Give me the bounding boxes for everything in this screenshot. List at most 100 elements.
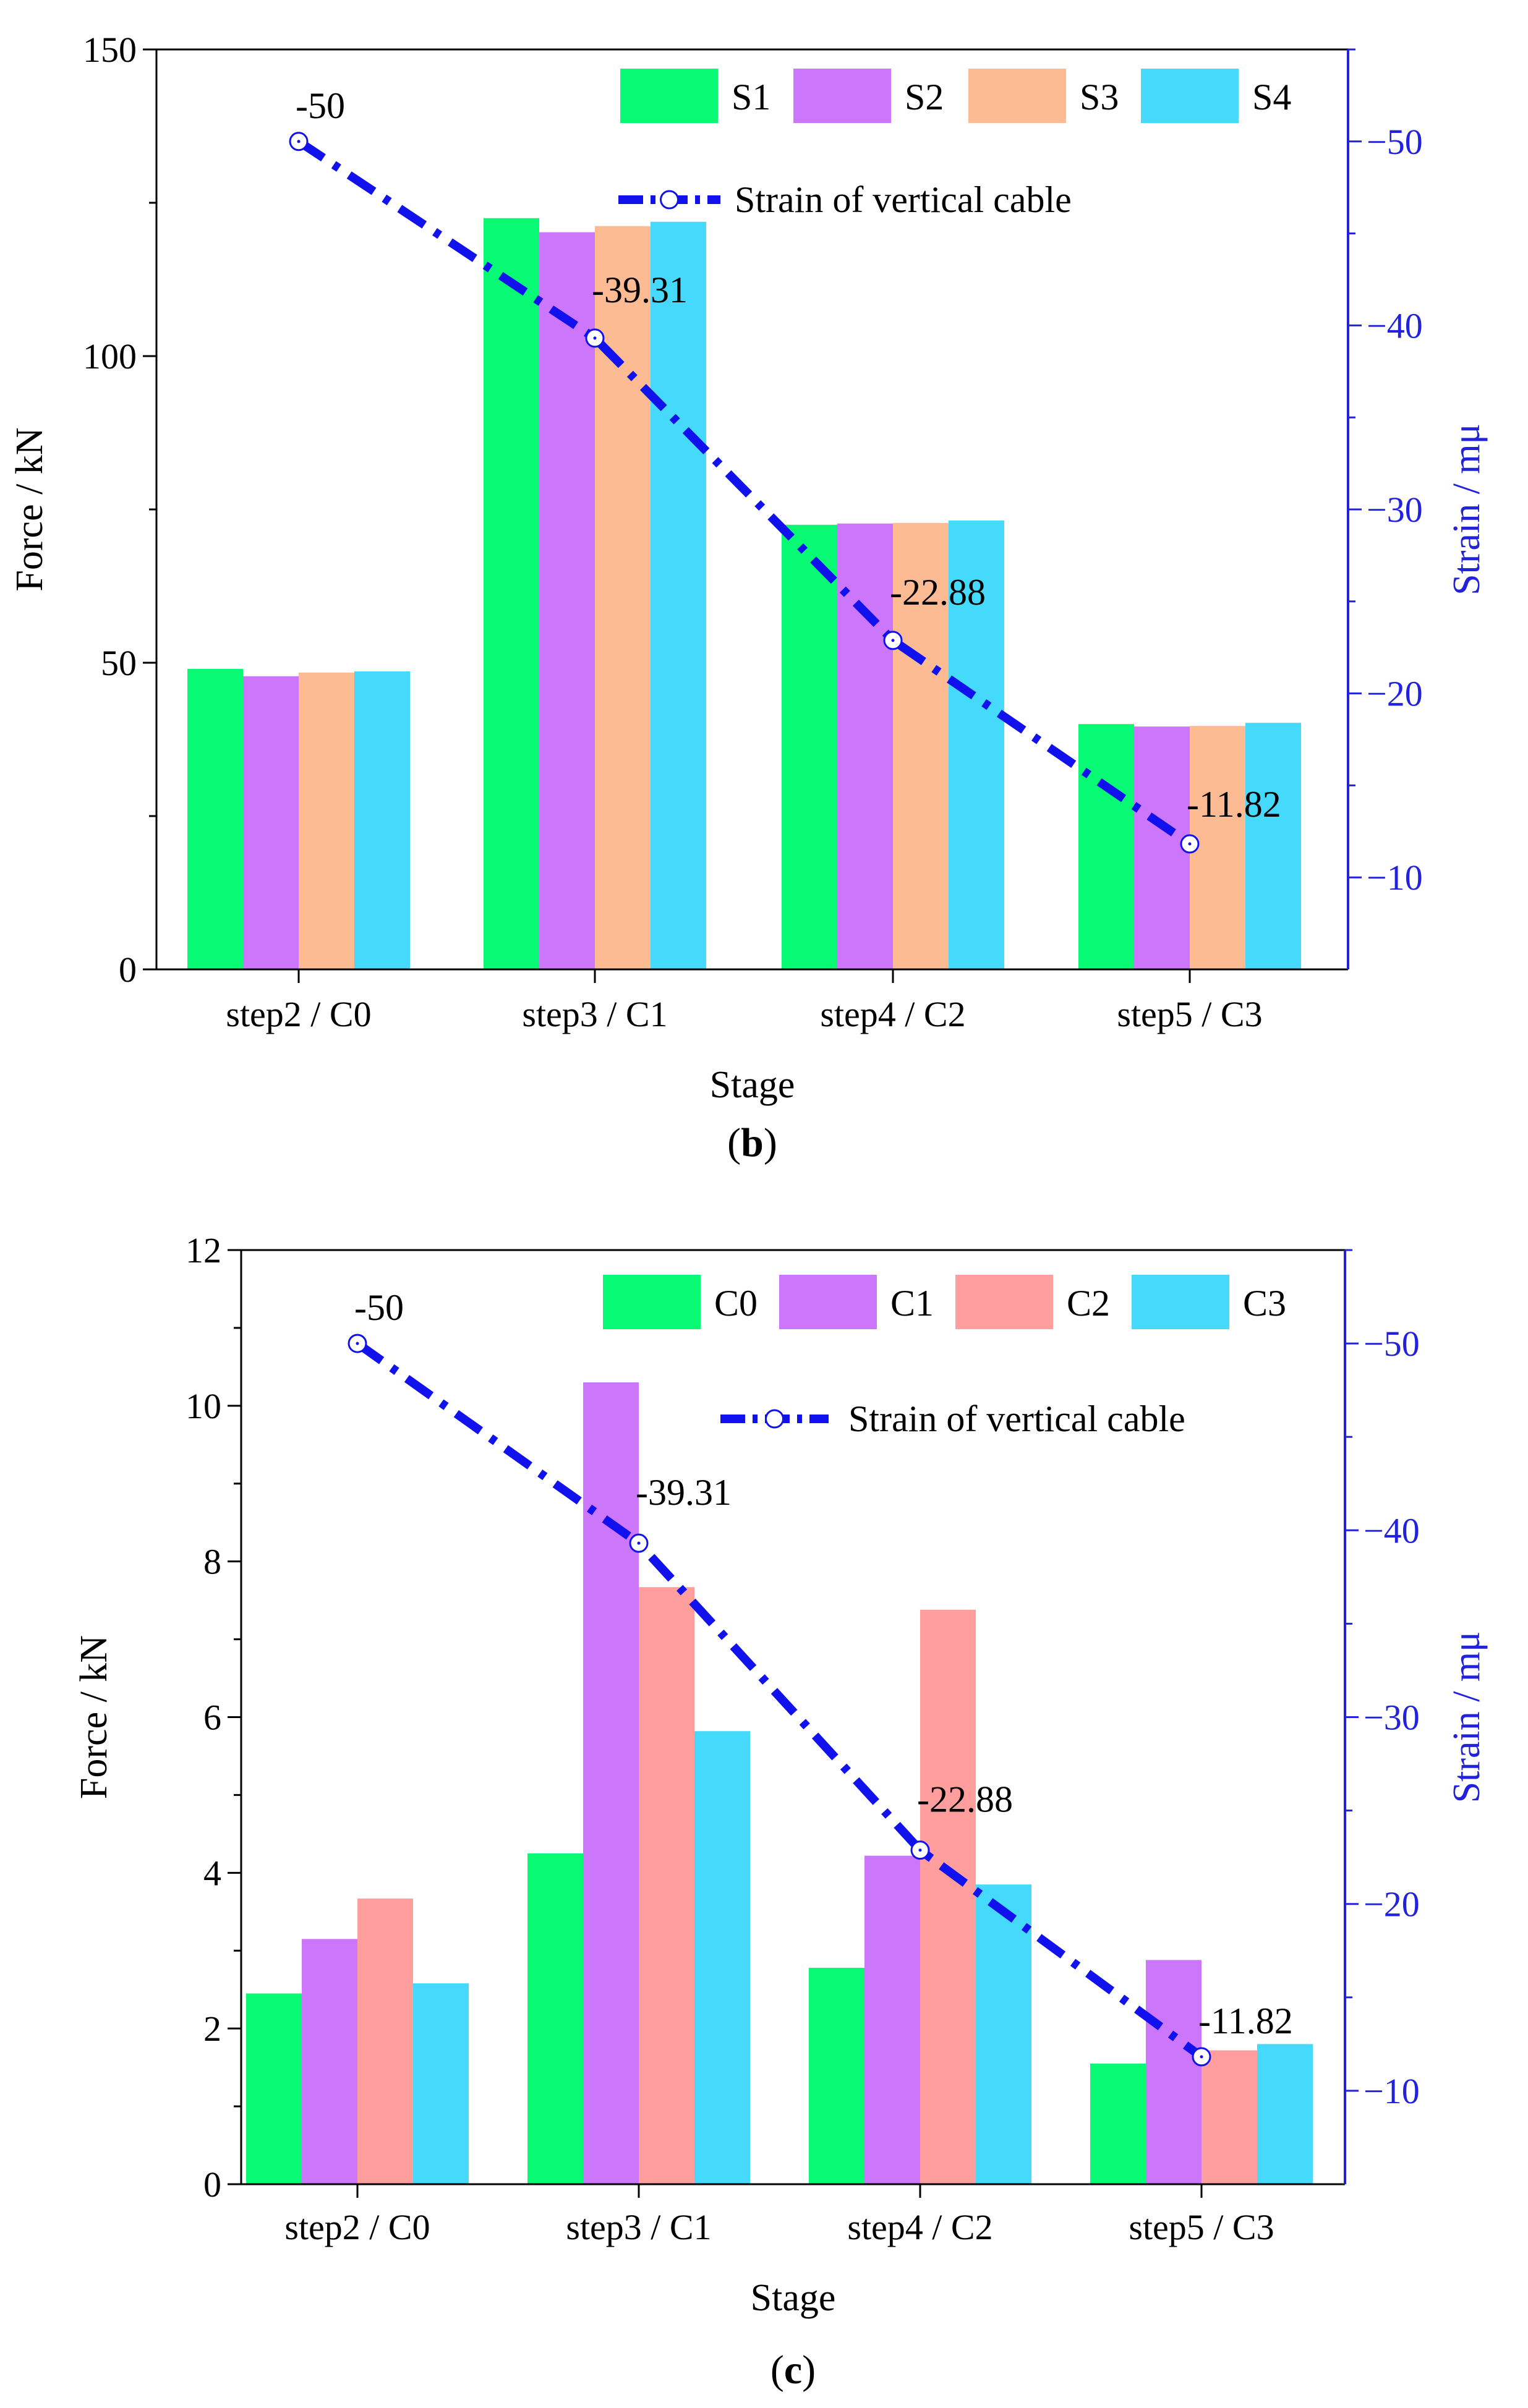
strain-marker-dot bbox=[918, 1849, 922, 1852]
panel-label-open: ( bbox=[727, 1120, 741, 1165]
left-tick-label: 0 bbox=[203, 2164, 221, 2205]
strain-marker-dot bbox=[297, 140, 301, 143]
chart-panel-b: 0 50 100 150 −10 −20 −30 −40 −50 step2 / C0 step3 … bbox=[9, 30, 1488, 1165]
legend-label-c1: C1 bbox=[890, 1283, 934, 1324]
x-tick-label: step2 / C0 bbox=[284, 2207, 430, 2247]
legend-swatch-c3 bbox=[1132, 1275, 1229, 1329]
legend-swatch-s1 bbox=[620, 69, 718, 123]
strain-data-label: -50 bbox=[354, 1287, 404, 1328]
panel-label: (c) bbox=[770, 2347, 816, 2393]
legend-label-s3: S3 bbox=[1080, 77, 1119, 117]
right-tick-label: −40 bbox=[1367, 305, 1423, 346]
strain-data-label: -39.31 bbox=[592, 270, 688, 310]
bar-c0-1 bbox=[246, 1993, 302, 2184]
bar-s3-3 bbox=[893, 522, 949, 969]
strain-line bbox=[354, 1340, 1205, 2061]
left-tick-label: 10 bbox=[186, 1386, 221, 1426]
legend-label-c0: C0 bbox=[714, 1283, 758, 1324]
chart-panel-c: 0 2 4 6 8 10 12 −10 −20 −30 −40 −50 step2 / C0 step3 … bbox=[73, 1230, 1488, 2393]
bar-group bbox=[246, 1382, 1313, 2184]
left-tick-label: 8 bbox=[203, 1542, 221, 1582]
strain-marker-dot bbox=[1200, 2055, 1203, 2059]
right-tick-label: −20 bbox=[1367, 674, 1423, 714]
bar-c3-3 bbox=[976, 1884, 1031, 2184]
strain-data-label: -39.31 bbox=[636, 1472, 732, 1513]
y-axis-title: Force / kN bbox=[73, 1635, 115, 1799]
y-axis-title: Force / kN bbox=[9, 427, 51, 591]
legend-swatch-s2 bbox=[793, 69, 891, 123]
right-tick-label: −10 bbox=[1367, 857, 1423, 898]
bar-s1-3 bbox=[782, 524, 837, 969]
bar-s4-3 bbox=[949, 520, 1004, 969]
bar-c1-4 bbox=[1146, 1960, 1201, 2184]
legend-swatch-s4 bbox=[1141, 69, 1239, 123]
right-tick-label: −20 bbox=[1364, 1884, 1420, 1925]
bar-group bbox=[187, 218, 1301, 970]
legend-swatch-c0 bbox=[603, 1275, 701, 1329]
panel-label: (b) bbox=[727, 1120, 777, 1165]
bar-c1-3 bbox=[864, 1855, 920, 2184]
bar-s2-4 bbox=[1134, 726, 1190, 969]
legend-line-marker bbox=[660, 190, 679, 210]
legend-line-marker bbox=[765, 1409, 784, 1429]
x-tick-label: step3 / C1 bbox=[566, 2207, 711, 2247]
legend: C0 C1 C2 C3 Strain of vertical cable bbox=[603, 1275, 1286, 1439]
legend-label-c2: C2 bbox=[1067, 1283, 1110, 1324]
legend-label-strain: Strain of vertical cable bbox=[735, 179, 1072, 220]
legend-label-s4: S4 bbox=[1252, 77, 1291, 117]
bar-s3-4 bbox=[1190, 726, 1245, 969]
legend-label-s1: S1 bbox=[732, 77, 770, 117]
x-tick-label: step5 / C3 bbox=[1129, 2207, 1274, 2247]
strain-data-label: -22.88 bbox=[917, 1779, 1013, 1820]
bar-c2-1 bbox=[357, 1898, 413, 2184]
left-tick-label: 0 bbox=[119, 950, 137, 990]
bar-c1-1 bbox=[302, 1939, 357, 2184]
bar-c2-2 bbox=[639, 1587, 694, 2184]
strain-marker-dot bbox=[891, 639, 895, 642]
strain-marker-dot bbox=[637, 1541, 641, 1545]
x-axis-title: Stage bbox=[751, 2277, 836, 2319]
x-tick-label: step3 / C1 bbox=[522, 994, 667, 1034]
bar-s2-1 bbox=[243, 676, 299, 969]
bar-c2-3 bbox=[920, 1609, 976, 2184]
legend-label-s2: S2 bbox=[905, 77, 944, 117]
right-tick-label: −50 bbox=[1367, 122, 1423, 162]
legend-swatch-c1 bbox=[779, 1275, 877, 1329]
left-tick-label: 2 bbox=[203, 2009, 221, 2049]
bar-s4-4 bbox=[1245, 723, 1301, 969]
strain-data-label: -50 bbox=[296, 85, 345, 126]
left-tick-label: 50 bbox=[101, 643, 137, 683]
right-tick-label: −30 bbox=[1367, 490, 1423, 530]
bar-c3-1 bbox=[413, 1983, 469, 2184]
x-tick-label: step2 / C0 bbox=[226, 994, 371, 1034]
x-axis-title: Stage bbox=[710, 1064, 795, 1106]
panel-label-close: ) bbox=[764, 1120, 777, 1165]
left-tick-label: 6 bbox=[203, 1698, 221, 1738]
legend: S1 S2 S3 S4 Strain of vertical cable bbox=[618, 69, 1291, 220]
axes: 0 50 100 150 −10 −20 −30 −40 −50 step2 / C0 step3 … bbox=[9, 30, 1488, 1106]
strain-data-label: -11.82 bbox=[1198, 2001, 1293, 2041]
bar-s1-2 bbox=[484, 218, 539, 969]
panel-label-open: ( bbox=[770, 2347, 784, 2393]
bar-c3-2 bbox=[694, 1731, 750, 2184]
left-tick-label: 100 bbox=[83, 336, 137, 377]
y2-axis-title: Strain / mμ bbox=[1446, 423, 1488, 595]
strain-marker-dot bbox=[356, 1342, 359, 1345]
bar-s4-2 bbox=[651, 221, 706, 970]
bar-c3-4 bbox=[1257, 2044, 1313, 2184]
bar-c1-2 bbox=[583, 1382, 639, 2184]
bar-s1-1 bbox=[187, 668, 243, 969]
left-tick-label: 150 bbox=[83, 30, 137, 70]
bar-c0-4 bbox=[1090, 2063, 1146, 2184]
y2-axis-title: Strain / mμ bbox=[1446, 1632, 1488, 1803]
right-tick-label: −10 bbox=[1364, 2071, 1420, 2111]
legend-swatch-c2 bbox=[955, 1275, 1053, 1329]
x-tick-label: step4 / C2 bbox=[847, 2207, 992, 2247]
legend-swatch-s3 bbox=[968, 69, 1066, 123]
right-tick-label: −40 bbox=[1364, 1510, 1420, 1551]
left-tick-label: 12 bbox=[186, 1230, 221, 1270]
right-tick-label: −30 bbox=[1364, 1698, 1420, 1738]
right-tick-label: −50 bbox=[1364, 1324, 1420, 1364]
strain-marker-dot bbox=[1188, 842, 1192, 846]
